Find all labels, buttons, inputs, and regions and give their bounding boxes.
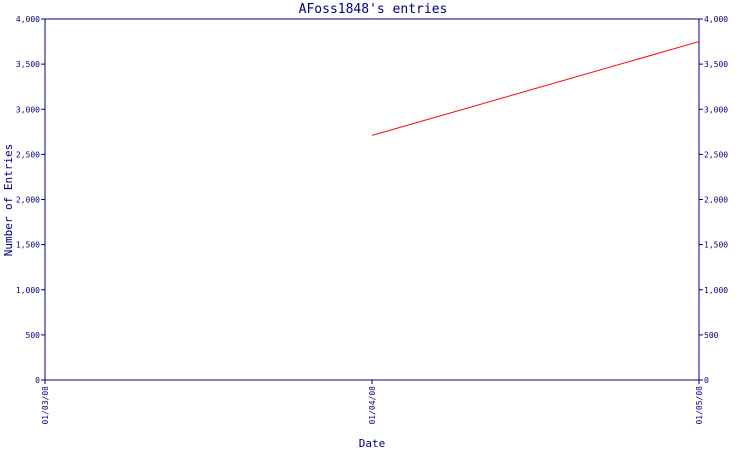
x-ticks: 01/03/08 01/04/08 01/05/08 — [41, 380, 704, 425]
y-ticks: 0 0 500 500 1,000 1,000 1,500 1,500 2,000 2,000 2,… — [16, 15, 728, 385]
series-layer — [371, 41, 700, 136]
plot-frame — [44, 18, 700, 381]
x-tick-label: 01/05/08 — [695, 386, 704, 425]
y-tick-label-left: 3,500 — [16, 60, 40, 69]
y-axis-label: Number of Entries — [2, 144, 15, 257]
chart-title: AFoss1848's entries — [299, 2, 448, 17]
y-tick-label-right: 3,000 — [704, 105, 728, 114]
y-tick-label-left: 1,000 — [16, 286, 40, 295]
x-tick-label: 01/03/08 — [41, 386, 50, 425]
y-tick-label-left: 2,000 — [16, 196, 40, 205]
y-tick-label-right: 2,000 — [704, 196, 728, 205]
x-tick-label: 01/04/08 — [368, 386, 377, 425]
y-tick-label-left: 500 — [26, 331, 41, 340]
y-tick-label-right: 4,000 — [704, 15, 728, 24]
x-axis-label: Date — [359, 437, 386, 450]
y-tick-label-left: 3,000 — [16, 105, 40, 114]
y-tick-label-right: 500 — [704, 331, 719, 340]
y-tick-label-left: 2,500 — [16, 150, 40, 159]
y-tick-label-right: 2,500 — [704, 150, 728, 159]
y-tick-label-right: 3,500 — [704, 60, 728, 69]
y-tick-label-right: 1,000 — [704, 286, 728, 295]
series-line — [371, 41, 700, 136]
y-tick-label-left: 0 — [35, 376, 40, 385]
y-tick-label-left: 4,000 — [16, 15, 40, 24]
y-tick-label-right: 0 — [704, 376, 709, 385]
y-tick-label-right: 1,500 — [704, 241, 728, 250]
y-tick-label-left: 1,500 — [16, 241, 40, 250]
